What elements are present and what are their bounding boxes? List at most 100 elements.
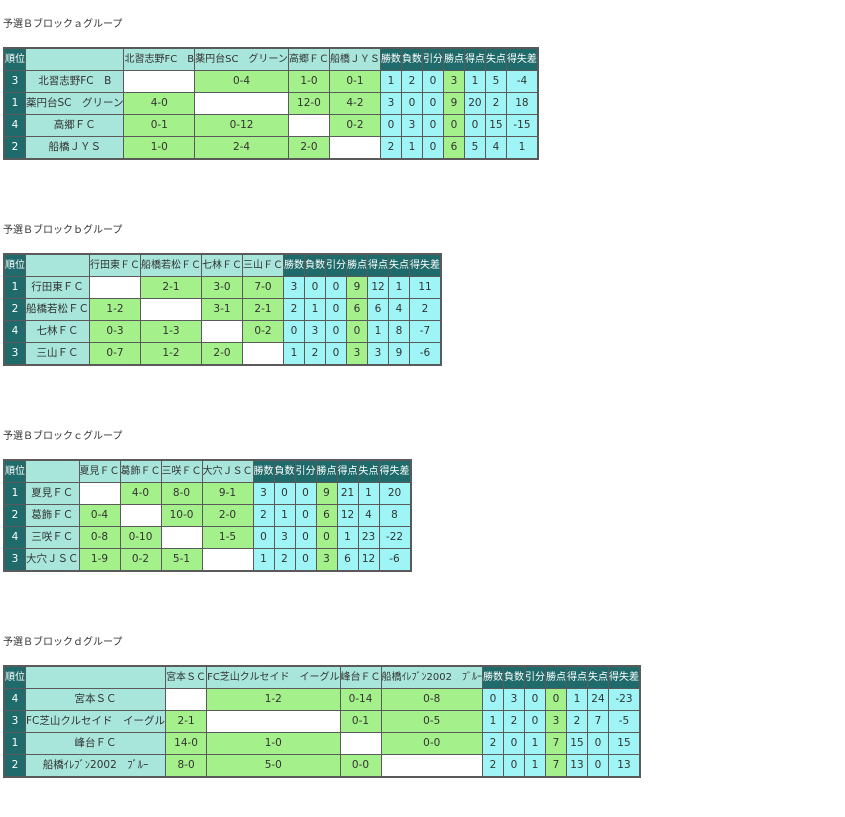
- team-name: 夏見ＦＣ: [25, 482, 80, 505]
- score-cell: 0-2: [242, 320, 284, 343]
- stat-goal-diff: 8: [378, 504, 411, 527]
- stat-goals-for: 1: [336, 526, 359, 549]
- stat-draws: 1: [523, 732, 546, 755]
- stat-goal-diff: 11: [409, 276, 442, 299]
- stat-points: 3: [346, 342, 368, 366]
- header-corner: [24, 47, 125, 71]
- stat-goals-against: 7: [586, 710, 609, 733]
- table-row: 3 大穴ＪＳＣ 1-9 0-2 5-1 1 2 0 3 6 12 -6: [3, 548, 411, 572]
- group-section: 予選Ｂブロックｃグループ 順位 夏見ＦＣ 葛飾ＦＣ 三咲ＦＣ 大穴ＪＳＣ 勝数 負数 引分 勝点得…: [3, 430, 412, 572]
- stat-goals-for: 2: [565, 710, 588, 733]
- score-cell: 4-0: [119, 482, 162, 505]
- rank-cell: 3: [3, 710, 26, 733]
- score-cell: 0-2: [119, 548, 162, 572]
- stat-goal-diff: -6: [378, 548, 411, 572]
- team-name: 高郷ＦＣ: [24, 114, 125, 137]
- header-team: 七林ＦＣ: [201, 253, 243, 277]
- stat-wins: 3: [252, 482, 275, 505]
- stat-goals-against: 23: [357, 526, 380, 549]
- header-losses: 負数: [273, 459, 296, 483]
- score-cell: 9-1: [201, 482, 254, 505]
- rank-cell: 2: [3, 136, 26, 160]
- stat-goals-against: 24: [586, 688, 609, 711]
- table-row: 4 三咲ＦＣ 0-8 0-10 1-5 0 3 0 0 1 23 -22: [3, 526, 411, 549]
- self-match-cell: [339, 732, 382, 755]
- header-losses: 負数: [502, 665, 525, 689]
- score-cell: 12-0: [287, 92, 330, 115]
- stat-points: 6: [315, 504, 338, 527]
- stat-wins: 2: [252, 504, 275, 527]
- stat-wins: 3: [379, 92, 402, 115]
- rank-cell: 1: [3, 482, 26, 505]
- team-name: 七林ＦＣ: [25, 320, 90, 343]
- team-name: 薬円台SC グリーン: [24, 92, 125, 115]
- header-wins: 勝数: [252, 459, 275, 483]
- header-points: 勝点: [544, 665, 567, 689]
- team-name: 船橋ｲﾚﾌﾞﾝ2002 ﾌﾞﾙｰ: [24, 754, 167, 778]
- header-team: 三咲ＦＣ: [160, 459, 203, 483]
- stat-goal-diff: 18: [505, 92, 539, 115]
- self-match-cell: [328, 136, 381, 160]
- stat-goals-against: 4: [388, 298, 410, 321]
- team-name: 行田東ＦＣ: [25, 276, 90, 299]
- score-cell: 2-0: [287, 136, 330, 160]
- rank-cell: 1: [3, 732, 26, 755]
- stat-goals-for: 0: [463, 114, 486, 137]
- score-cell: 1-0: [206, 732, 341, 755]
- header-team: FC芝山クルセイド イーグル: [206, 665, 341, 689]
- header-goals-for: 得点: [463, 47, 486, 71]
- group-title: 予選Ｂブロックｃグループ: [3, 431, 123, 442]
- stat-wins: 2: [481, 732, 504, 755]
- stat-wins: 0: [481, 688, 504, 711]
- rank-cell: 3: [3, 548, 26, 572]
- header-team: 三山ＦＣ: [242, 253, 284, 277]
- table-row: 2 船橋ｲﾚﾌﾞﾝ2002 ﾌﾞﾙｰ 8-0 5-0 0-0 2 0 1 7 13 0 13: [3, 754, 641, 778]
- score-cell: 0-10: [119, 526, 162, 549]
- header-rank: 順位: [3, 253, 26, 277]
- header-row: 順位 宮本ＳＣ FC芝山クルセイド イーグル 峰台ＦＣ 船橋ｲﾚﾌﾞﾝ2002 ﾌﾞﾙｰ…: [3, 665, 641, 689]
- stat-losses: 0: [502, 732, 525, 755]
- rank-cell: 4: [3, 320, 26, 343]
- score-cell: 2-0: [201, 504, 254, 527]
- team-name: 北習志野FC B: [24, 70, 125, 93]
- rank-cell: 2: [3, 504, 26, 527]
- score-cell: 2-1: [165, 710, 208, 733]
- score-cell: 0-0: [339, 754, 382, 778]
- team-name: 葛飾ＦＣ: [25, 504, 80, 527]
- header-row: 順位 行田東ＦＣ 船橋若松ＦＣ 七林ＦＣ 三山ＦＣ 勝数 負数 引分 勝点 得点 失点 得失差: [3, 253, 442, 277]
- self-match-cell: [160, 526, 203, 549]
- header-goal-diff: 得失差: [607, 665, 641, 689]
- score-cell: 14-0: [165, 732, 208, 755]
- header-team: 宮本ＳＣ: [165, 665, 208, 689]
- stat-wins: 3: [283, 276, 305, 299]
- rank-cell: 1: [3, 92, 26, 115]
- stat-goals-for: 12: [367, 276, 389, 299]
- stat-losses: 2: [304, 342, 326, 366]
- header-goal-diff: 得失差: [378, 459, 411, 483]
- stat-wins: 2: [283, 298, 305, 321]
- stat-losses: 1: [273, 504, 296, 527]
- team-name: 峰台ＦＣ: [24, 732, 167, 755]
- header-row: 順位 北習志野FC B 薬円台SC グリーン 高郷ＦＣ 船橋ＪＹＳ 勝数 負数 引分 勝点 得点失…: [3, 47, 539, 71]
- group-title: 予選Ｂブロックａグループ: [3, 19, 123, 30]
- header-goals-against: 失点: [484, 47, 507, 71]
- stat-wins: 1: [379, 70, 402, 93]
- stat-losses: 1: [304, 298, 326, 321]
- stat-goal-diff: 1: [505, 136, 539, 160]
- header-losses: 負数: [304, 253, 326, 277]
- table-row: 1 薬円台SC グリーン 4-0 12-0 4-2 3 0 0 9 20 2 18: [3, 92, 539, 115]
- header-wins: 勝数: [481, 665, 504, 689]
- self-match-cell: [242, 342, 284, 366]
- table-row: 4 宮本ＳＣ 1-2 0-14 0-8 0 3 0 0 1 24 -23: [3, 688, 641, 711]
- stat-goals-for: 20: [463, 92, 486, 115]
- score-cell: 1-5: [201, 526, 254, 549]
- stat-losses: 0: [304, 276, 326, 299]
- score-cell: 4-2: [328, 92, 381, 115]
- stat-points: 0: [442, 114, 465, 137]
- stat-points: 7: [544, 754, 567, 778]
- table-row: 2 葛飾ＦＣ 0-4 10-0 2-0 2 1 0 6 12 4 8: [3, 504, 411, 527]
- team-name: FC芝山クルセイド イーグル: [24, 710, 167, 733]
- score-cell: 1-2: [89, 298, 141, 321]
- header-points: 勝点: [315, 459, 338, 483]
- stat-goals-against: 8: [388, 320, 410, 343]
